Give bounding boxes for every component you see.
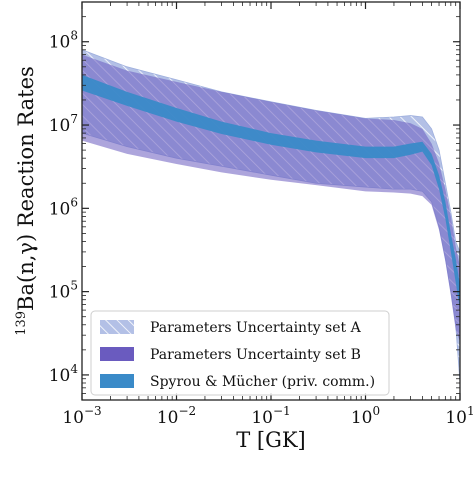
y-axis-title-superscript: 139: [14, 311, 29, 336]
legend: Parameters Uncertainty set A Parameters …: [90, 310, 390, 396]
y-axis-title: 139Ba(n,γ) Reaction Rates: [14, 66, 38, 336]
x-tick-label: 10−3: [62, 404, 101, 428]
band-spyrou-m-cher-priv-comm: [82, 74, 460, 311]
legend-label-set-a: Parameters Uncertainty set A: [150, 320, 362, 336]
series-bands: [82, 49, 460, 384]
x-tick-label: 10−2: [157, 404, 196, 428]
y-tick-label: 106: [49, 195, 78, 219]
band-parameters-uncertainty-set-b: [82, 54, 460, 342]
x-tick-label: 101: [445, 404, 474, 428]
x-tick-label: 10−1: [251, 404, 290, 428]
y-tick-label: 104: [49, 362, 79, 386]
y-tick-label: 107: [49, 112, 78, 136]
y-tick-label: 108: [49, 29, 78, 53]
minor-ticks: [82, 2, 460, 400]
legend-swatch-spyrou: [100, 374, 134, 388]
x-tick-labels: 10−3 10−2 10−1 100 101: [62, 404, 474, 428]
legend-swatch-set-a: [100, 320, 134, 334]
y-tick-label: 105: [49, 279, 78, 303]
legend-box: [90, 310, 390, 396]
x-tick-label: 100: [351, 404, 380, 428]
y-tick-labels: 104 105 106 107 108: [49, 29, 79, 386]
legend-swatch-set-b: [100, 347, 134, 361]
plot-area: [82, 49, 460, 384]
x-axis-title: T [GK]: [236, 428, 306, 452]
y-axis-title-main: Ba(n,γ) Reaction Rates: [14, 66, 38, 311]
legend-label-set-b: Parameters Uncertainty set B: [150, 347, 361, 363]
legend-label-spyrou: Spyrou & Mücher (priv. comm.): [150, 374, 375, 390]
